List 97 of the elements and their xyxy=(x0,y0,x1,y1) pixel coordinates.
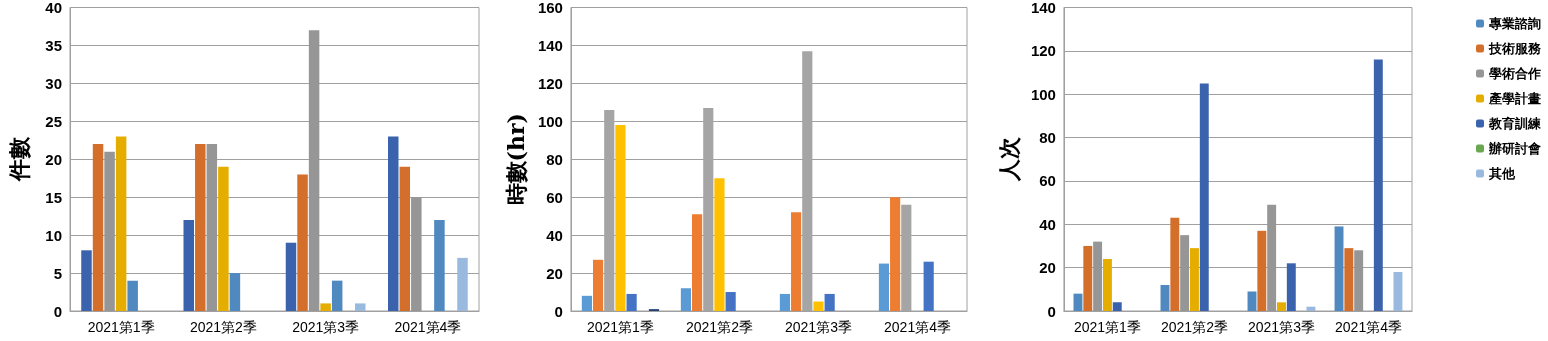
y-tick-label: 160 xyxy=(537,0,563,16)
bar xyxy=(1189,248,1199,311)
bar xyxy=(388,136,399,311)
y-tick-label: 100 xyxy=(1030,85,1056,103)
y-tick-label: 40 xyxy=(546,226,563,244)
bar xyxy=(127,280,138,311)
bar xyxy=(581,295,592,311)
bar xyxy=(615,125,626,311)
bar xyxy=(331,280,343,311)
bar xyxy=(115,136,127,311)
y-tick-label: 0 xyxy=(554,302,563,320)
x-tick-label: 2021第1季 xyxy=(586,319,654,335)
bar xyxy=(399,166,411,311)
bar xyxy=(824,293,835,311)
y-tick-label: 20 xyxy=(546,264,563,282)
y-axis-title: 件數 xyxy=(6,136,32,183)
bar xyxy=(791,212,802,311)
x-tick-label: 2021第3季 xyxy=(1248,319,1315,335)
y-tick-label: 40 xyxy=(45,0,62,16)
y-tick-label: 60 xyxy=(546,188,563,206)
y-tick-label: 15 xyxy=(45,188,62,206)
bar xyxy=(1373,59,1383,311)
y-tick-label: 80 xyxy=(546,150,563,168)
bar xyxy=(1344,248,1354,311)
bar xyxy=(1277,302,1286,311)
bar xyxy=(1083,245,1093,311)
y-tick-label: 140 xyxy=(1030,0,1056,16)
bar xyxy=(1160,284,1170,311)
legend-label: 學術合作 xyxy=(1489,66,1541,81)
bar xyxy=(457,257,468,311)
y-tick-label: 30 xyxy=(45,74,62,92)
y-tick-label: 20 xyxy=(45,150,62,168)
y-axis-title: 人次 xyxy=(996,136,1022,183)
bar xyxy=(1306,306,1316,311)
x-tick-label: 2021第1季 xyxy=(1073,319,1141,335)
bar xyxy=(593,259,604,311)
y-tick-label: 5 xyxy=(53,264,62,282)
bar xyxy=(692,214,703,311)
bar xyxy=(229,273,241,311)
bar xyxy=(923,261,934,311)
bar xyxy=(320,303,331,311)
bar xyxy=(1247,291,1257,311)
bar xyxy=(1393,271,1403,311)
y-tick-label: 140 xyxy=(537,36,563,54)
x-tick-label: 2021第4季 xyxy=(394,319,462,335)
bar xyxy=(285,242,297,311)
bar xyxy=(1112,302,1122,311)
y-tick-label: 60 xyxy=(1039,172,1056,190)
y-tick-label: 100 xyxy=(537,112,563,130)
bar xyxy=(297,174,308,311)
y-tick-label: 0 xyxy=(1047,302,1056,320)
bar xyxy=(725,292,736,311)
bar xyxy=(1102,258,1112,311)
bar xyxy=(878,263,890,311)
bar xyxy=(1286,263,1296,311)
bar xyxy=(626,293,637,311)
y-tick-label: 80 xyxy=(1039,129,1056,147)
legend-label: 教育訓練 xyxy=(1488,116,1542,131)
bar xyxy=(813,301,824,311)
bar xyxy=(1257,230,1267,311)
x-tick-label: 2021第3季 xyxy=(292,319,360,335)
bar xyxy=(1199,83,1209,311)
y-axis-title: 時數(hr) xyxy=(503,113,529,206)
y-tick-label: 25 xyxy=(45,112,62,130)
x-tick-label: 2021第3季 xyxy=(785,319,852,335)
y-tick-label: 0 xyxy=(53,302,62,320)
x-tick-label: 2021第4季 xyxy=(1335,319,1402,335)
bar xyxy=(714,178,725,311)
bar xyxy=(218,166,229,311)
y-tick-label: 120 xyxy=(1030,42,1056,60)
y-tick-label: 120 xyxy=(537,74,563,92)
x-tick-label: 2021第1季 xyxy=(87,319,155,335)
bar xyxy=(890,197,901,311)
bar xyxy=(355,303,366,311)
legend-label: 專業諮詢 xyxy=(1488,16,1541,31)
x-tick-label: 2021第2季 xyxy=(189,319,257,335)
legend-label: 技術服務 xyxy=(1488,41,1542,56)
bar xyxy=(195,144,206,311)
bar xyxy=(1170,217,1180,311)
bar xyxy=(1334,226,1344,311)
bar xyxy=(183,219,194,311)
bar xyxy=(434,219,445,311)
legend-label: 其他 xyxy=(1488,166,1516,181)
bar xyxy=(1073,293,1083,311)
bar xyxy=(92,144,104,311)
x-tick-label: 2021第4季 xyxy=(884,319,951,335)
bar xyxy=(81,250,92,311)
y-tick-label: 35 xyxy=(45,36,62,54)
bar xyxy=(779,293,791,311)
y-tick-label: 40 xyxy=(1039,215,1056,233)
x-tick-label: 2021第2季 xyxy=(1160,319,1228,335)
x-tick-label: 2021第2季 xyxy=(685,319,753,335)
y-tick-label: 20 xyxy=(1039,259,1056,277)
bar xyxy=(680,288,691,311)
y-tick-label: 10 xyxy=(45,226,62,244)
legend-label: 辦研討會 xyxy=(1488,141,1541,156)
legend-label: 產學計畫 xyxy=(1488,91,1541,106)
